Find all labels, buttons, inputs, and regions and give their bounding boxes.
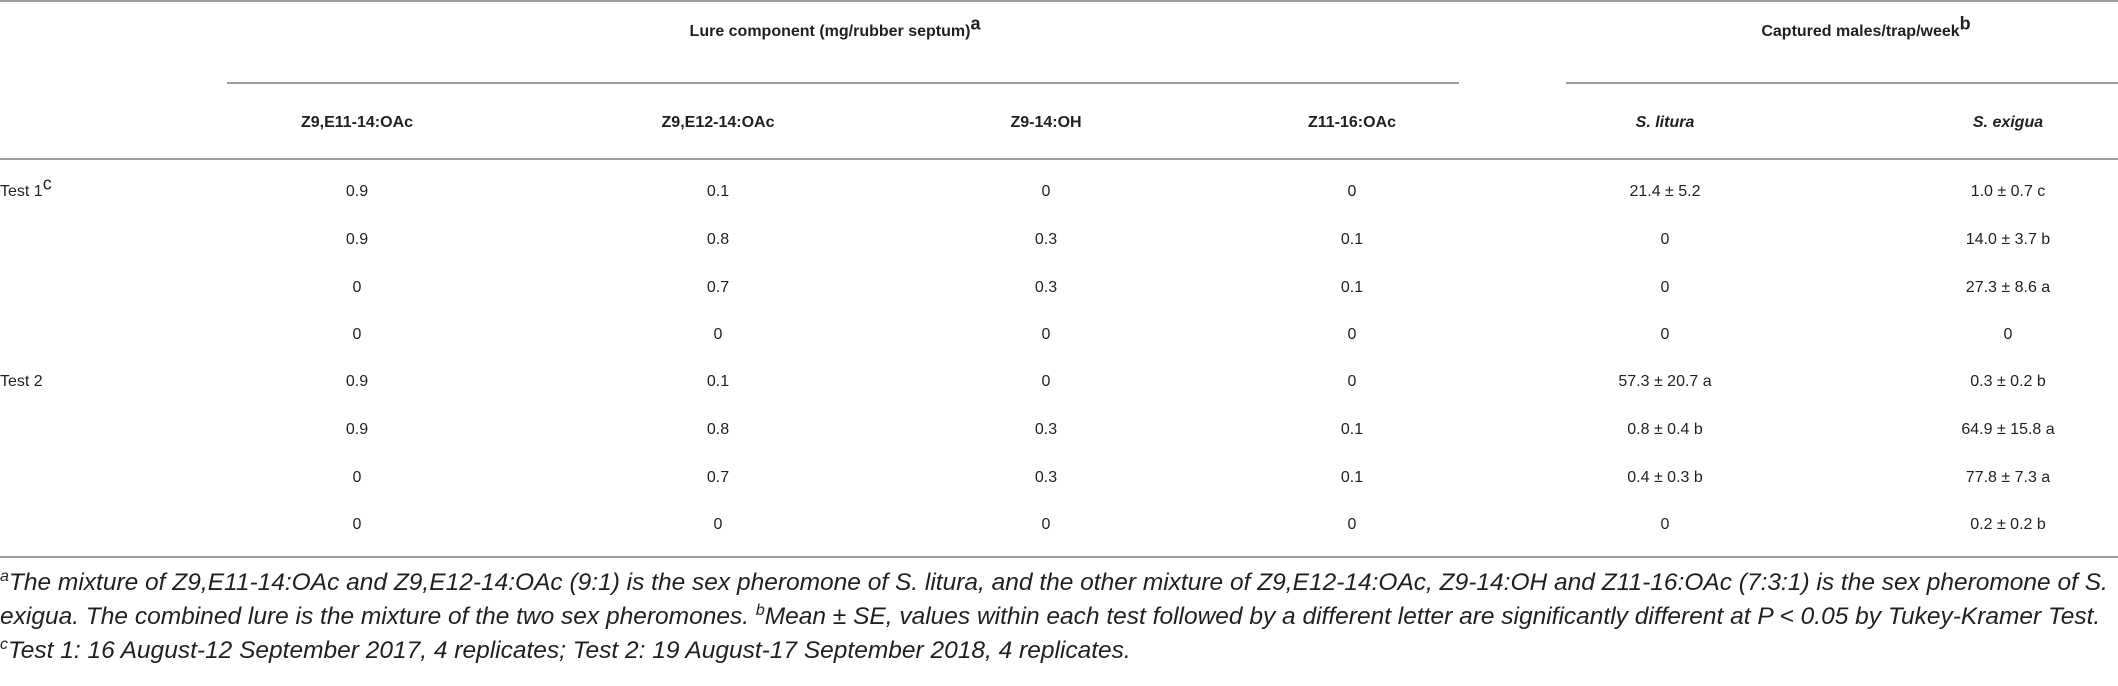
table-cell: 14.0 ± 3.7 b bbox=[1965, 231, 2051, 248]
table-cell: 0.8 bbox=[706, 421, 730, 438]
table-cell: 1.0 ± 0.7 c bbox=[1970, 183, 2046, 200]
table-cell: 0 bbox=[1660, 231, 1670, 248]
table-cell: 0.3 bbox=[1034, 421, 1058, 438]
table-cell: 0 bbox=[352, 516, 362, 533]
footnote-b-marker: b bbox=[755, 601, 765, 619]
table-cell: 0.3 ± 0.2 b bbox=[1970, 373, 2046, 390]
captured-males-group-header: Captured males/trap/weekb bbox=[1761, 13, 1971, 40]
table-cell: 77.8 ± 7.3 a bbox=[1965, 469, 2051, 486]
table-cell: 0 bbox=[2003, 326, 2013, 343]
table-cell: 0.8 bbox=[706, 231, 730, 248]
capture-group-rule bbox=[1566, 82, 2118, 84]
table-cell: 0.1 bbox=[1340, 279, 1364, 296]
footnote-a-marker: a bbox=[0, 567, 9, 585]
column-header-z11-16oac: Z11-16:OAc bbox=[1307, 114, 1397, 131]
table-cell: 57.3 ± 20.7 a bbox=[1618, 373, 1712, 390]
table-cell: 0 bbox=[1347, 183, 1357, 200]
column-header-z9e12: Z9,E12-14:OAc bbox=[661, 114, 775, 131]
table-bottom-rule bbox=[0, 556, 2118, 558]
table-cell: 21.4 ± 5.2 bbox=[1629, 183, 1701, 200]
table-cell: 0 bbox=[352, 469, 362, 486]
table-cell: 0.3 bbox=[1034, 469, 1058, 486]
table-cell: 0.1 bbox=[706, 183, 730, 200]
table-footnotes: aThe mixture of Z9,E11-14:OAc and Z9,E12… bbox=[0, 566, 2110, 668]
table-cell: 0.9 bbox=[345, 421, 369, 438]
table-cell: 0.1 bbox=[1340, 231, 1364, 248]
table-cell: 0.7 bbox=[706, 279, 730, 296]
table-cell: 0.9 bbox=[345, 231, 369, 248]
column-header-s-exigua: S. exigua bbox=[1972, 114, 2044, 131]
table-cell: 64.9 ± 15.8 a bbox=[1961, 421, 2055, 438]
table-cell: 0.1 bbox=[1340, 469, 1364, 486]
table-cell: 27.3 ± 8.6 a bbox=[1965, 279, 2051, 296]
table-cell: 0.3 bbox=[1034, 231, 1058, 248]
table-cell: 0 bbox=[1660, 326, 1670, 343]
column-header-z9e11: Z9,E11-14:OAc bbox=[300, 114, 414, 131]
table-cell: 0 bbox=[713, 516, 723, 533]
footnote-a: The mixture of Z9,E11-14:OAc and Z9,E12-… bbox=[0, 569, 2108, 630]
lure-group-rule bbox=[227, 82, 1459, 84]
footnote-c-marker: c bbox=[0, 635, 8, 653]
table-cell: 0.8 ± 0.4 b bbox=[1627, 421, 1703, 438]
table-cell: 0 bbox=[352, 279, 362, 296]
table-cell: 0.3 bbox=[1034, 279, 1058, 296]
table-cell: 0 bbox=[1041, 516, 1051, 533]
table-cell: 0 bbox=[1347, 326, 1357, 343]
lure-component-group-header: Lure component (mg/rubber septum)a bbox=[689, 13, 981, 40]
footnote-b: Mean ± SE, values within each test follo… bbox=[764, 603, 2101, 630]
table-cell: 0 bbox=[1347, 373, 1357, 390]
footnote-c: Test 1: 16 August-12 September 2017, 4 r… bbox=[8, 637, 1131, 664]
table-cell: 0.7 bbox=[706, 469, 730, 486]
table-cell: 0.9 bbox=[345, 373, 369, 390]
table-cell: 0 bbox=[713, 326, 723, 343]
table-cell: 0 bbox=[352, 326, 362, 343]
table-cell: 0.1 bbox=[1340, 421, 1364, 438]
header-bottom-rule bbox=[0, 158, 2118, 160]
table-cell: 0.2 ± 0.2 b bbox=[1970, 516, 2046, 533]
table-cell: 0.4 ± 0.3 b bbox=[1627, 469, 1703, 486]
table-cell: 0 bbox=[1041, 326, 1051, 343]
column-header-s-litura: S. litura bbox=[1635, 114, 1695, 131]
table-cell: 0 bbox=[1660, 279, 1670, 296]
table-cell: 0 bbox=[1660, 516, 1670, 533]
table-cell: 0.9 bbox=[345, 183, 369, 200]
table-cell: 0 bbox=[1041, 183, 1051, 200]
table-cell: 0.1 bbox=[706, 373, 730, 390]
table-cell: 0 bbox=[1041, 373, 1051, 390]
row-label-test2: Test 2 bbox=[0, 373, 43, 390]
row-label-test1: Test 1c bbox=[0, 173, 52, 200]
table-top-rule bbox=[0, 0, 2118, 2]
column-header-z9-14oh: Z9-14:OH bbox=[1010, 114, 1082, 131]
table-cell: 0 bbox=[1347, 516, 1357, 533]
